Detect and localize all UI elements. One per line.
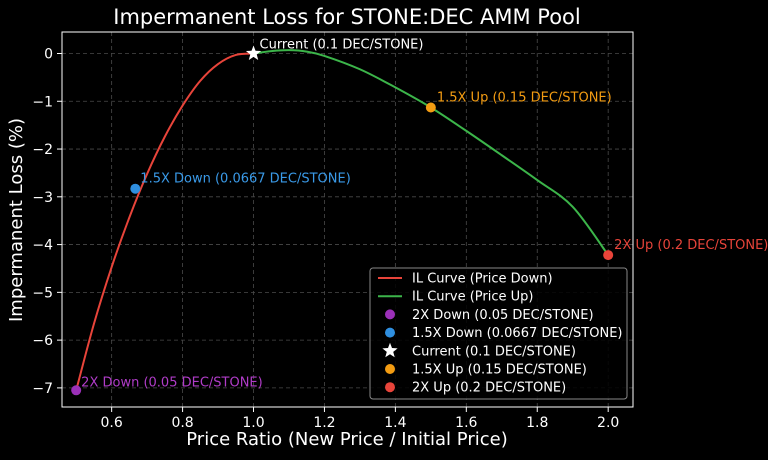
point-annotation: 2X Down (0.05 DEC/STONE) xyxy=(81,375,263,390)
point-marker xyxy=(603,250,614,261)
legend-swatch-star xyxy=(382,342,398,358)
ticks: 0.6 0.8 1.0 1.2 1.4 1.6 1.8 2.0 0 −1 −2 −3 −4 −5 −6 −7 xyxy=(32,46,619,431)
point-annotation: 1.5X Down (0.0667 DEC/STONE) xyxy=(140,172,351,187)
legend-swatch-circle xyxy=(385,327,395,338)
point-annotation: 1.5X Up (0.15 DEC/STONE) xyxy=(437,90,612,105)
point-annotation: Current (0.1 DEC/STONE) xyxy=(260,37,424,52)
legend: IL Curve (Price Down) IL Curve (Price Up)… xyxy=(369,267,628,400)
curves xyxy=(75,49,609,391)
y-tick-label: −6 xyxy=(32,333,53,349)
legend-entry-label: 2X Up (0.2 DEC/STONE) xyxy=(412,381,566,396)
markers xyxy=(71,45,614,396)
legend-entry-label: IL Curve (Price Up) xyxy=(412,290,533,305)
legend-box xyxy=(369,267,628,400)
x-tick-label: 1.4 xyxy=(384,415,406,431)
series-line-price-up xyxy=(253,49,609,256)
legend-entry-label: IL Curve (Price Down) xyxy=(412,272,553,287)
y-tick-label: −4 xyxy=(32,238,53,254)
point-marker xyxy=(71,385,82,396)
y-tick-label: 0 xyxy=(44,46,53,62)
point-marker xyxy=(130,183,141,194)
plot-frame xyxy=(61,31,634,408)
point-marker xyxy=(425,102,436,113)
legend-entry-label: 1.5X Up (0.15 DEC/STONE) xyxy=(412,363,587,378)
y-tick-label: −7 xyxy=(32,381,53,397)
x-tick-label: 1.0 xyxy=(242,415,264,431)
annotations: 2X Down (0.05 DEC/STONE) 1.5X Down (0.066… xyxy=(81,37,768,390)
y-tick-label: −2 xyxy=(32,142,53,158)
legend-swatch-circle xyxy=(385,382,395,393)
x-tick-label: 1.8 xyxy=(526,415,548,431)
x-tick-label: 2.0 xyxy=(597,415,619,431)
x-tick-label: 1.2 xyxy=(313,415,335,431)
legend-swatch-circle xyxy=(385,364,395,374)
point-marker-current xyxy=(245,45,262,60)
x-axis-label: Price Ratio (New Price / Initial Price) xyxy=(186,429,507,450)
legend-entry-label: 1.5X Down (0.0667 DEC/STONE) xyxy=(412,326,623,341)
legend-swatch-circle xyxy=(385,309,395,320)
y-tick-label: −1 xyxy=(32,94,53,110)
x-tick-label: 1.6 xyxy=(455,415,477,431)
y-axis-label: Impermanent Loss (%) xyxy=(6,118,27,322)
x-tick-label: 0.6 xyxy=(101,415,123,431)
x-tick-label: 0.8 xyxy=(171,415,193,431)
series-line-price-down xyxy=(75,52,254,391)
y-tick-label: −3 xyxy=(32,190,53,206)
y-tick-label: −5 xyxy=(32,285,53,301)
chart-title: Impermanent Loss for STONE:DEC AMM Pool xyxy=(113,5,580,29)
legend-entry-label: 2X Down (0.05 DEC/STONE) xyxy=(412,308,594,323)
legend-entry-label: Current (0.1 DEC/STONE) xyxy=(412,344,576,359)
point-annotation: 2X Up (0.2 DEC/STONE) xyxy=(614,238,768,253)
